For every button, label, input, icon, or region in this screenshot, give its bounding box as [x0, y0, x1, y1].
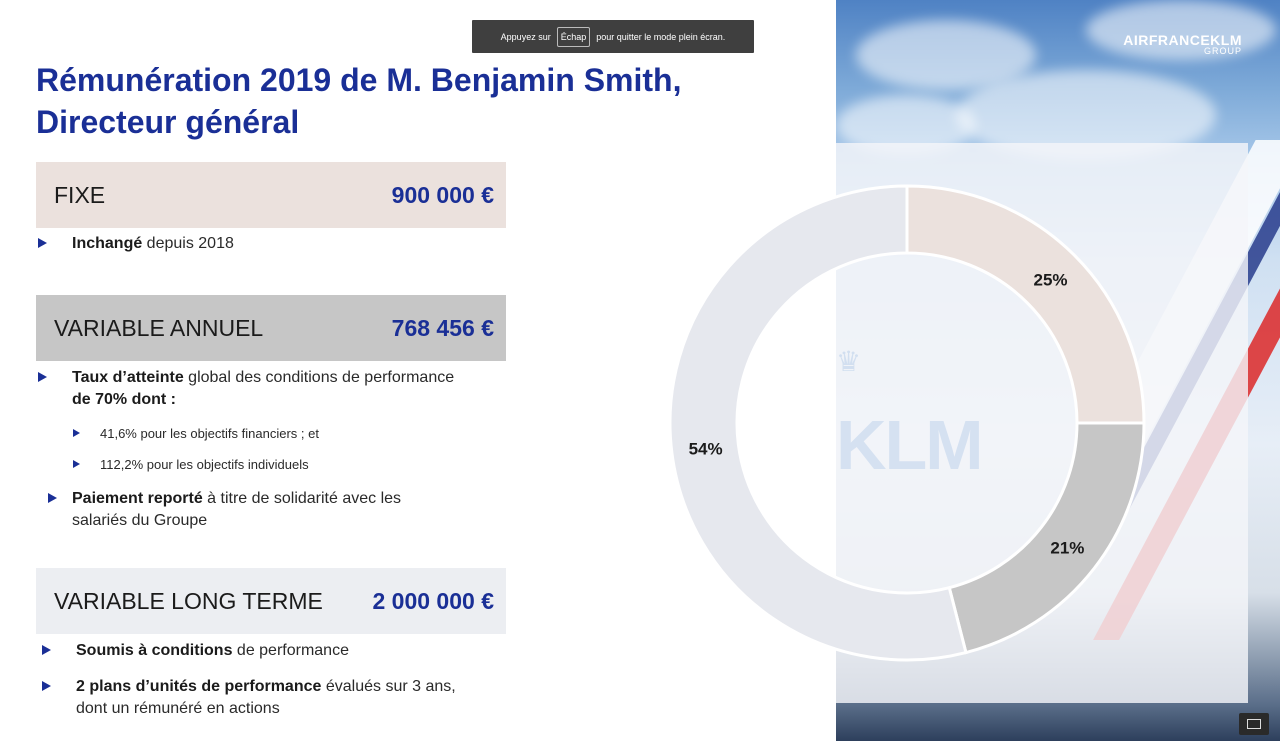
variable-annuel-bullet-2: Paiement reporté à titre de solidarité a…	[48, 488, 512, 532]
logo-main: AIRFRANCEKLM	[1123, 32, 1242, 48]
fixe-bullet-text: depuis 2018	[142, 235, 234, 252]
klm-crown-icon: ♛	[836, 346, 862, 377]
variable-long-terme-band: VARIABLE LONG TERME 2 000 000 €	[36, 568, 506, 634]
bullet-arrow-icon	[42, 645, 51, 655]
sub-bullet-arrow-icon	[73, 429, 80, 437]
plans-unites-bold: 2 plans d’unités de performance	[76, 678, 322, 695]
fullscreen-hint-prefix: Appuyez sur	[500, 31, 551, 42]
compensation-donut-chart: 25% 21% 54%	[668, 184, 1146, 662]
paiement-reporte-bold: Paiement reporté	[72, 490, 203, 507]
variable-long-terme-label: VARIABLE LONG TERME	[54, 587, 323, 614]
variable-long-terme-value: 2 000 000 €	[372, 587, 494, 614]
donut-slice-variable-long-terme	[668, 184, 968, 662]
variable-annuel-value: 768 456 €	[391, 314, 494, 341]
fullscreen-hint: Appuyez sur Échap pour quitter le mode p…	[472, 20, 754, 53]
page-title: Rémunération 2019 de M. Benjamin Smith, …	[36, 59, 776, 143]
paiement-reporte-text: à titre de solidarité avec les	[202, 490, 402, 507]
title-line-1: Rémunération 2019 de M. Benjamin Smith,	[36, 62, 682, 98]
taux-atteinte-rate: de 70% dont :	[72, 391, 177, 408]
variable-annuel-bullet-1: Taux d’atteinte global des conditions de…	[38, 367, 512, 411]
variable-long-terme-bullet-2: 2 plans d’unités de performance évalués …	[42, 676, 516, 720]
donut-slice-fixe	[905, 184, 1146, 425]
taux-atteinte-text: global des conditions de performance	[183, 369, 455, 386]
escape-key-badge: Échap	[556, 26, 591, 47]
fullscreen-hint-suffix: pour quitter le mode plein écran.	[596, 31, 726, 42]
bullet-arrow-icon	[38, 372, 47, 382]
window-icon	[1247, 719, 1261, 729]
plans-unites-text: évalués sur 3 ans,	[321, 678, 456, 695]
fixe-value: 900 000 €	[391, 181, 494, 208]
bullet-arrow-icon	[42, 681, 51, 691]
fixe-band: FIXE 900 000 €	[36, 162, 506, 228]
company-logo: AIRFRANCEKLM GROUP	[1090, 32, 1242, 56]
donut-label-variable-long-terme: 54%	[689, 439, 723, 458]
taux-atteinte-bold: Taux d’atteinte	[72, 369, 184, 386]
soumis-conditions-text: de performance	[232, 642, 349, 659]
variable-long-terme-bullet-1: Soumis à conditions de performance	[42, 640, 349, 662]
plans-unites-text-2: dont un rémunéré en actions	[76, 700, 280, 717]
sub-bullet-individual: 112,2% pour les objectifs individuels	[73, 457, 309, 472]
sub-bullet-arrow-icon	[73, 460, 80, 468]
variable-annuel-band: VARIABLE ANNUEL 768 456 €	[36, 295, 506, 361]
sub-bullet-financial: 41,6% pour les objectifs financiers ; et	[73, 426, 319, 441]
logo-sub: GROUP	[1203, 46, 1242, 56]
donut-label-variable-annuel: 21%	[1050, 538, 1084, 557]
title-line-2: Directeur général	[36, 104, 300, 140]
exit-fullscreen-button[interactable]	[1239, 713, 1269, 735]
sub-bullet-individual-text: 112,2% pour les objectifs individuels	[100, 457, 309, 472]
sub-bullet-financial-text: 41,6% pour les objectifs financiers ; et	[100, 426, 319, 441]
donut-label-fixe: 25%	[1034, 270, 1068, 289]
variable-annuel-label: VARIABLE ANNUEL	[54, 314, 264, 341]
fixe-label: FIXE	[54, 181, 106, 208]
klm-watermark: KLM	[836, 406, 984, 484]
fixe-bullet-bold: Inchangé	[72, 235, 143, 252]
bullet-arrow-icon	[48, 493, 57, 503]
bullet-arrow-icon	[38, 238, 47, 248]
soumis-conditions-bold: Soumis à conditions	[76, 642, 233, 659]
donut-slice-variable-annuel	[947, 421, 1146, 655]
paiement-reporte-text-2: salariés du Groupe	[72, 512, 208, 529]
fixe-bullet: Inchangé depuis 2018	[38, 233, 234, 255]
